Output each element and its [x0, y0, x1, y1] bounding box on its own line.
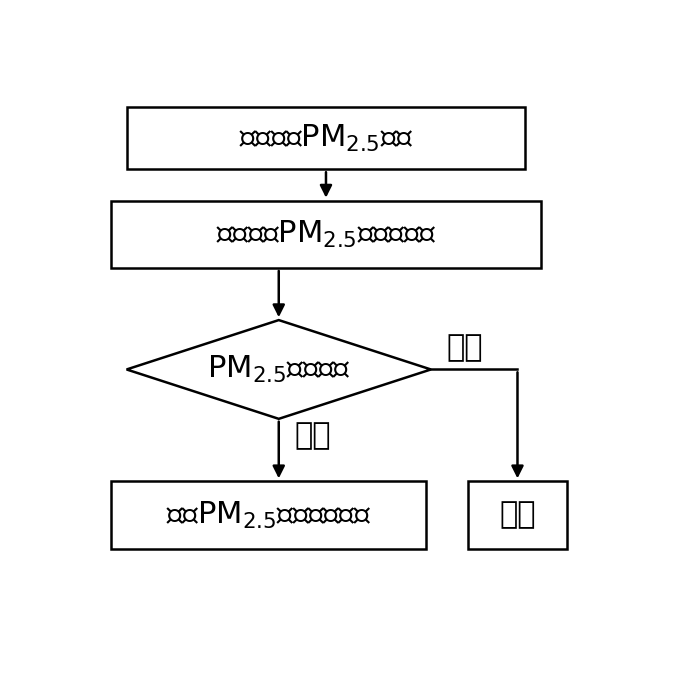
Text: 健康: 健康: [447, 333, 483, 362]
Text: PM$\mathregular{_{2.5}}$污染判断: PM$\mathregular{_{2.5}}$污染判断: [207, 354, 351, 385]
Bar: [111, 481, 426, 549]
Text: 污染: 污染: [294, 421, 331, 450]
Bar: [468, 481, 567, 549]
Text: 发出PM$\mathregular{_{2.5}}$处理请求信号: 发出PM$\mathregular{_{2.5}}$处理请求信号: [166, 500, 371, 531]
Text: 车内有效PM$\mathregular{_{2.5}}$浓度平均値: 车内有效PM$\mathregular{_{2.5}}$浓度平均値: [216, 219, 436, 250]
Bar: [127, 107, 525, 169]
Text: 默认: 默认: [499, 500, 536, 529]
Bar: [111, 200, 541, 268]
Text: 采集车内PM$\mathregular{_{2.5}}$浓度: 采集车内PM$\mathregular{_{2.5}}$浓度: [239, 123, 413, 154]
Polygon shape: [127, 320, 431, 418]
